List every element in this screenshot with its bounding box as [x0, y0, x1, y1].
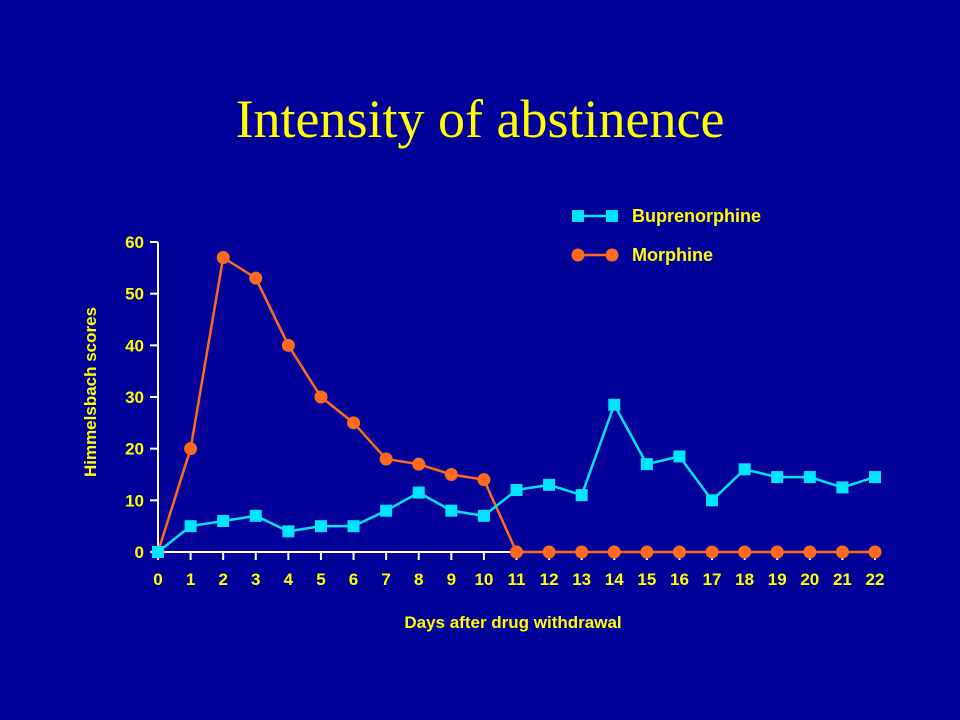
data-point — [380, 504, 393, 517]
data-point — [477, 509, 490, 522]
data-point — [249, 509, 262, 522]
x-tick-label: 12 — [540, 570, 559, 589]
data-point — [575, 545, 589, 559]
data-point — [444, 468, 458, 481]
x-tick-label: 9 — [447, 570, 456, 589]
x-tick-label: 18 — [735, 570, 754, 589]
x-tick-label: 16 — [670, 570, 689, 589]
series-line — [156, 255, 875, 554]
legend-marker — [572, 210, 584, 222]
y-tick-label: 20 — [125, 440, 144, 459]
data-point — [869, 471, 881, 484]
x-tick-label: 2 — [218, 570, 227, 589]
legend-label: Morphine — [632, 245, 713, 265]
data-point — [803, 545, 817, 559]
legend-item-morphine: Morphine — [571, 245, 713, 265]
x-tick-label: 8 — [414, 570, 423, 589]
data-point — [770, 545, 784, 559]
data-point — [314, 520, 327, 533]
data-point — [314, 390, 328, 404]
x-tick-label: 1 — [186, 570, 195, 589]
y-tick-label: 30 — [125, 388, 144, 407]
legend-label: Buprenorphine — [632, 206, 761, 226]
data-point — [771, 471, 784, 484]
x-tick-label: 15 — [637, 570, 656, 589]
x-axis-label: Days after drug withdrawal — [404, 613, 621, 632]
data-point — [510, 484, 523, 496]
chart-legend: Buprenorphine Morphine — [571, 206, 761, 265]
x-tick-label: 10 — [474, 570, 493, 589]
data-point — [281, 338, 295, 352]
data-point — [608, 398, 621, 411]
series-buprenorphine — [152, 398, 881, 558]
data-point — [607, 545, 621, 559]
data-point — [184, 442, 198, 456]
data-point — [282, 525, 295, 538]
data-point — [477, 473, 491, 487]
x-tick-label: 3 — [251, 570, 260, 589]
data-point — [803, 471, 816, 484]
data-point — [379, 452, 393, 466]
data-point — [640, 545, 654, 559]
data-point — [640, 458, 653, 471]
x-tick-label: 22 — [866, 570, 885, 589]
legend-marker — [571, 248, 585, 262]
y-tick-label: 10 — [125, 491, 144, 510]
y-tick-label: 0 — [135, 543, 144, 562]
x-tick-label: 5 — [316, 570, 325, 589]
y-tick-label: 40 — [125, 336, 144, 355]
data-point — [412, 486, 425, 499]
data-point — [673, 450, 686, 463]
x-tick-label: 13 — [572, 570, 591, 589]
data-point — [575, 489, 588, 502]
data-point — [152, 546, 164, 558]
data-point — [705, 545, 719, 559]
x-tick-label: 14 — [605, 570, 624, 589]
series-line — [157, 401, 876, 553]
data-point — [738, 463, 751, 476]
data-point — [543, 478, 556, 491]
y-tick-label: 50 — [125, 285, 144, 304]
x-tick-label: 21 — [833, 570, 852, 589]
x-tick-label: 7 — [381, 570, 390, 589]
data-point — [510, 545, 523, 559]
data-point — [347, 416, 361, 430]
legend-item-buprenorphine: Buprenorphine — [572, 206, 761, 226]
x-tick-label: 17 — [703, 570, 722, 589]
data-point — [738, 545, 752, 559]
x-tick-label: 6 — [349, 570, 358, 589]
chart-labels: Days after drug withdrawal Himmelsbach s… — [81, 307, 622, 632]
y-tick-label: 60 — [125, 233, 144, 252]
data-point — [836, 481, 849, 494]
data-point — [445, 504, 458, 517]
data-point — [184, 520, 197, 533]
x-tick-label: 4 — [284, 570, 294, 589]
legend-marker — [605, 248, 619, 262]
data-point — [217, 515, 230, 527]
data-point — [412, 457, 426, 471]
legend-marker — [606, 210, 618, 222]
data-point — [347, 520, 360, 533]
chart-series — [151, 251, 882, 559]
slide-title: Intensity of abstinence — [235, 89, 725, 149]
x-tick-label: 11 — [508, 570, 526, 589]
data-point — [672, 545, 686, 559]
x-tick-label: 0 — [153, 570, 162, 589]
data-point — [868, 545, 882, 559]
x-tick-label: 20 — [800, 570, 819, 589]
y-axis-label: Himmelsbach scores — [81, 307, 100, 477]
data-point — [216, 251, 230, 264]
series-morphine — [151, 251, 882, 559]
data-point — [542, 545, 556, 559]
data-point — [835, 545, 849, 559]
x-tick-label: 19 — [768, 570, 787, 589]
data-point — [706, 494, 719, 507]
data-point — [249, 271, 263, 285]
